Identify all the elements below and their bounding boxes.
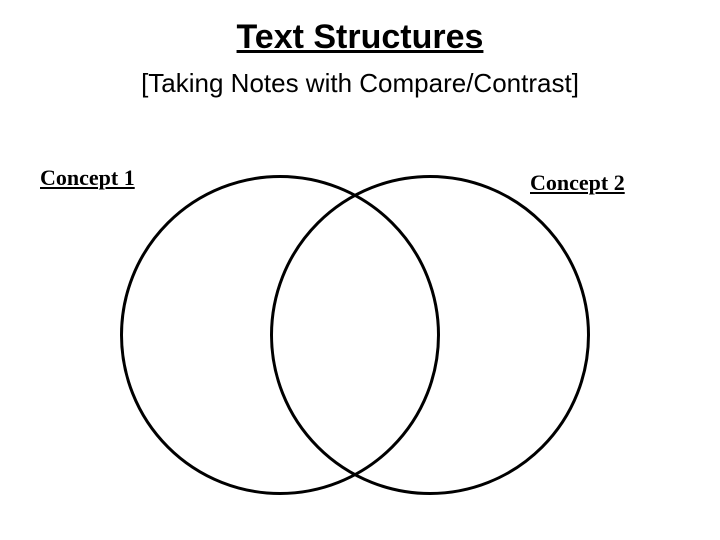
page-title: Text Structures — [0, 18, 720, 57]
concept-2-label: Concept 2 — [530, 170, 625, 196]
venn-right-circle — [270, 175, 590, 495]
page-subtitle: [Taking Notes with Compare/Contrast] — [0, 68, 720, 99]
concept-1-label: Concept 1 — [40, 165, 135, 191]
